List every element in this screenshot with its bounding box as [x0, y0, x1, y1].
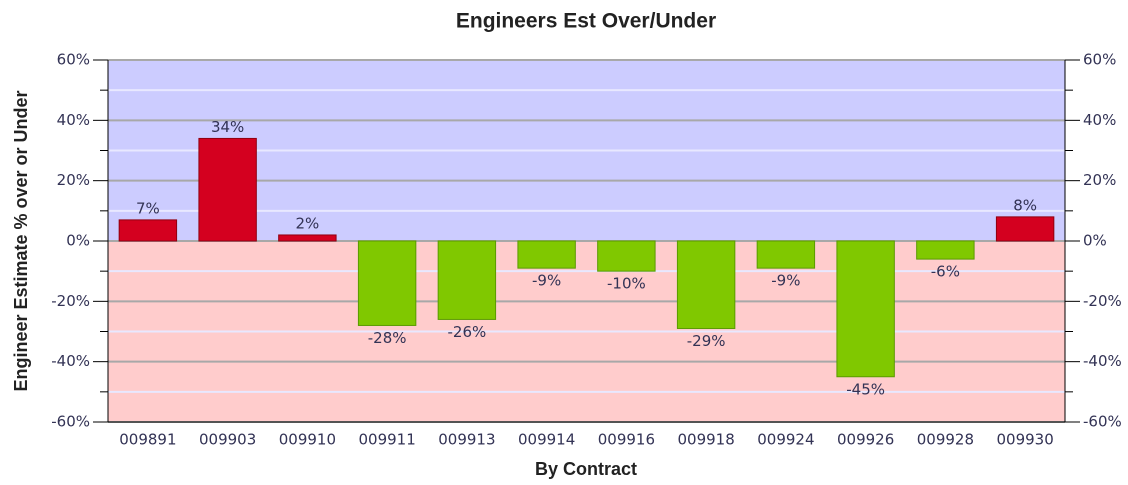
chart-title: Engineers Est Over/Under [456, 10, 716, 33]
bar [756, 240, 816, 269]
y-tick-label: 40% [57, 111, 90, 129]
x-axis-title: By Contract [535, 459, 637, 479]
bar [517, 240, 576, 269]
y-tick-label: -40% [51, 352, 90, 370]
value-label: 2% [295, 214, 319, 232]
bar [916, 240, 975, 260]
bar [836, 240, 895, 378]
x-tick-label: 009924 [757, 431, 814, 449]
y2-tick-label: -60% [1083, 413, 1122, 431]
value-label: -45% [846, 380, 885, 398]
y-tick-label: 20% [57, 171, 90, 189]
y-tick-label: -60% [51, 413, 90, 431]
x-tick-label: 009916 [598, 431, 655, 449]
bar [597, 240, 656, 272]
y2-tick-label: -40% [1083, 352, 1122, 370]
value-label: -26% [447, 323, 486, 341]
value-label: 8% [1013, 196, 1037, 214]
x-tick-label: 009930 [996, 431, 1053, 449]
bar [995, 216, 1055, 242]
y-tick-label: 60% [57, 51, 90, 69]
x-tick-label: 009928 [917, 431, 974, 449]
value-label: 34% [211, 118, 244, 136]
y-axis-title: Engineer Estimate % over or Under [11, 90, 31, 391]
y2-tick-label: 20% [1083, 171, 1116, 189]
y2-tick-label: 40% [1083, 111, 1116, 129]
value-label: -28% [368, 329, 407, 347]
x-tick-label: 009926 [837, 431, 894, 449]
bar [198, 137, 257, 242]
x-tick-label: 009914 [518, 431, 575, 449]
y-tick-label: -20% [51, 292, 90, 310]
y-tick-label: 0% [66, 232, 90, 250]
x-tick-label: 009910 [279, 431, 336, 449]
bar [357, 240, 417, 326]
value-label: -9% [771, 272, 800, 290]
value-label: 7% [136, 199, 160, 217]
bar [278, 234, 337, 242]
value-label: -6% [931, 263, 960, 281]
y2-tick-label: 0% [1083, 232, 1107, 250]
bar [437, 240, 497, 320]
y2-tick-label: -20% [1083, 292, 1122, 310]
x-tick-label: 009891 [119, 431, 176, 449]
y2-tick-label: 60% [1083, 51, 1116, 69]
value-label: -29% [687, 332, 726, 350]
value-label: -10% [607, 275, 646, 293]
x-tick-label: 009918 [677, 431, 734, 449]
x-tick-label: 009903 [199, 431, 256, 449]
bar [118, 219, 178, 242]
bar [676, 240, 736, 329]
x-tick-label: 009913 [438, 431, 495, 449]
value-label: -9% [532, 272, 561, 290]
x-tick-label: 009911 [358, 431, 415, 449]
